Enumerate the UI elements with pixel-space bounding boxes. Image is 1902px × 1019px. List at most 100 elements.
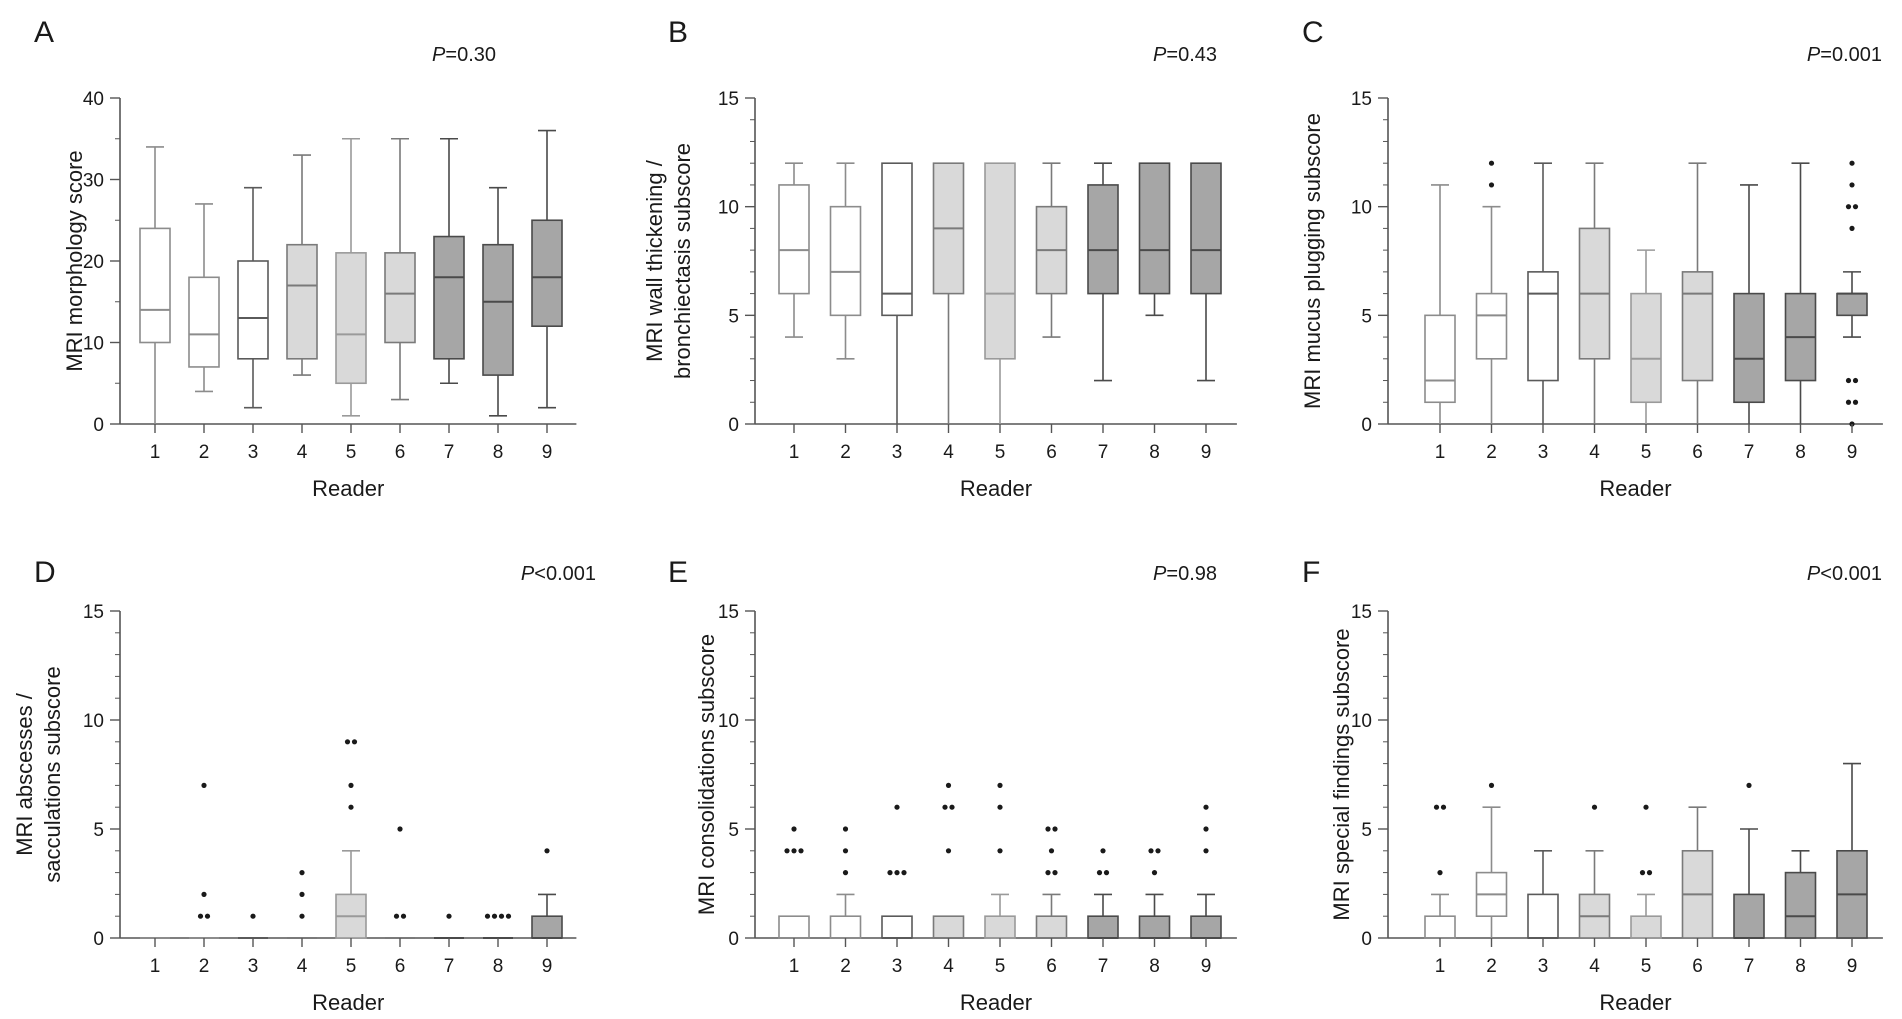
x-axis-label: Reader: [1599, 476, 1671, 501]
x-tick-label: 8: [493, 442, 504, 463]
box-iqr: [237, 260, 269, 360]
panel-letter: F: [1302, 556, 1320, 589]
x-tick-label: 3: [892, 442, 903, 463]
x-tick-label: 2: [199, 442, 210, 463]
x-tick-label: 2: [1486, 442, 1497, 463]
outlier-point: [505, 913, 512, 919]
box-iqr: [1424, 915, 1456, 939]
box-reader-1: [139, 146, 171, 424]
outlier-point: [1203, 826, 1209, 832]
box-iqr: [778, 184, 810, 295]
outlier-point: [1849, 160, 1855, 166]
x-tick-label: 4: [943, 442, 954, 463]
x-tick-label: 7: [1098, 442, 1109, 463]
y-tick-label: 10: [83, 711, 104, 732]
outlier-point: [1203, 804, 1209, 810]
box-reader-3: [238, 913, 268, 939]
box-reader-3: [237, 186, 269, 409]
outlier-point: [842, 870, 849, 876]
y-axis-label: MRI morphology score: [62, 150, 87, 371]
panel-letter: C: [1302, 16, 1324, 49]
x-tick-label: 9: [1201, 956, 1212, 977]
outlier-point: [201, 782, 207, 789]
box-reader-4: [1578, 804, 1611, 939]
y-tick-label: 5: [1361, 820, 1372, 841]
x-tick-label: 7: [1744, 442, 1755, 463]
y-axis-label: MRI consolidations subscore: [694, 634, 719, 915]
y-tick-label: 10: [1351, 198, 1372, 219]
panel-letter: A: [34, 16, 54, 49]
box-iqr: [1733, 292, 1765, 404]
y-tick-label: 10: [83, 334, 104, 355]
x-tick-label: 8: [1149, 442, 1160, 463]
outlier-point: [351, 739, 358, 745]
box-iqr: [1424, 314, 1456, 404]
outlier-point: [498, 913, 505, 919]
panel-letter: E: [668, 556, 688, 589]
p-value: P=0.98: [1153, 563, 1217, 585]
outlier-point: [791, 826, 797, 832]
box-iqr: [1035, 915, 1068, 939]
box-reader-1: [778, 826, 810, 939]
panel-letter: B: [668, 16, 688, 49]
box-iqr: [531, 915, 563, 939]
box-reader-9: [531, 129, 563, 409]
box-reader-8: [1138, 162, 1171, 317]
outlier-point: [842, 848, 849, 854]
x-tick-label: 5: [346, 956, 357, 977]
outlier-point: [1849, 225, 1855, 231]
outlier-point: [299, 913, 305, 919]
y-tick-label: 0: [93, 415, 104, 436]
box-iqr: [1138, 915, 1171, 939]
box-iqr: [531, 219, 563, 327]
y-tick-label: 15: [1351, 602, 1372, 623]
outlier-point: [1746, 782, 1752, 789]
outlier-point: [1440, 804, 1447, 810]
outlier-point: [250, 913, 256, 919]
p-value: P<0.001: [1807, 563, 1882, 585]
box-reader-4: [1578, 162, 1611, 424]
box-iqr: [984, 915, 1016, 939]
x-tick-label: 9: [542, 442, 553, 463]
y-tick-label: 10: [718, 711, 739, 732]
box-reader-4: [932, 782, 965, 939]
x-tick-label: 1: [789, 956, 800, 977]
box-iqr: [1190, 162, 1222, 295]
x-axis-label: Reader: [312, 990, 384, 1015]
box-reader-6: [1681, 806, 1714, 939]
outlier-point: [997, 782, 1003, 789]
x-tick-label: 5: [1641, 956, 1652, 977]
x-tick-label: 1: [789, 442, 800, 463]
y-tick-label: 5: [1361, 306, 1372, 327]
x-tick-label: 4: [943, 956, 954, 977]
outlier-point: [1437, 870, 1443, 876]
x-tick-label: 2: [1486, 956, 1497, 977]
box-reader-9: [1836, 160, 1868, 427]
box-iqr: [1630, 915, 1662, 939]
x-tick-label: 3: [1538, 956, 1549, 977]
outlier-point: [798, 848, 804, 854]
y-tick-label: 5: [728, 306, 739, 327]
x-tick-label: 9: [1201, 442, 1212, 463]
outlier-point: [1045, 826, 1051, 832]
y-tick-label: 15: [718, 602, 739, 623]
outlier-point: [348, 804, 354, 810]
outlier-point: [1203, 848, 1209, 854]
outlier-point: [197, 913, 204, 919]
y-tick-label: 15: [718, 89, 739, 110]
outlier-point: [1096, 870, 1103, 876]
outlier-point: [1845, 204, 1852, 210]
y-tick-label: 40: [83, 89, 104, 110]
box-reader-7: [1087, 848, 1119, 939]
outlier-point: [1433, 804, 1440, 810]
outlier-point: [1100, 848, 1106, 854]
box-reader-6: [1035, 162, 1068, 338]
box-reader-9: [1190, 162, 1222, 382]
box-reader-1: [1424, 804, 1456, 939]
box-reader-5: [1630, 804, 1662, 939]
p-value: P=0.30: [432, 44, 496, 66]
box-reader-5: [335, 137, 367, 417]
x-tick-label: 8: [493, 956, 504, 977]
